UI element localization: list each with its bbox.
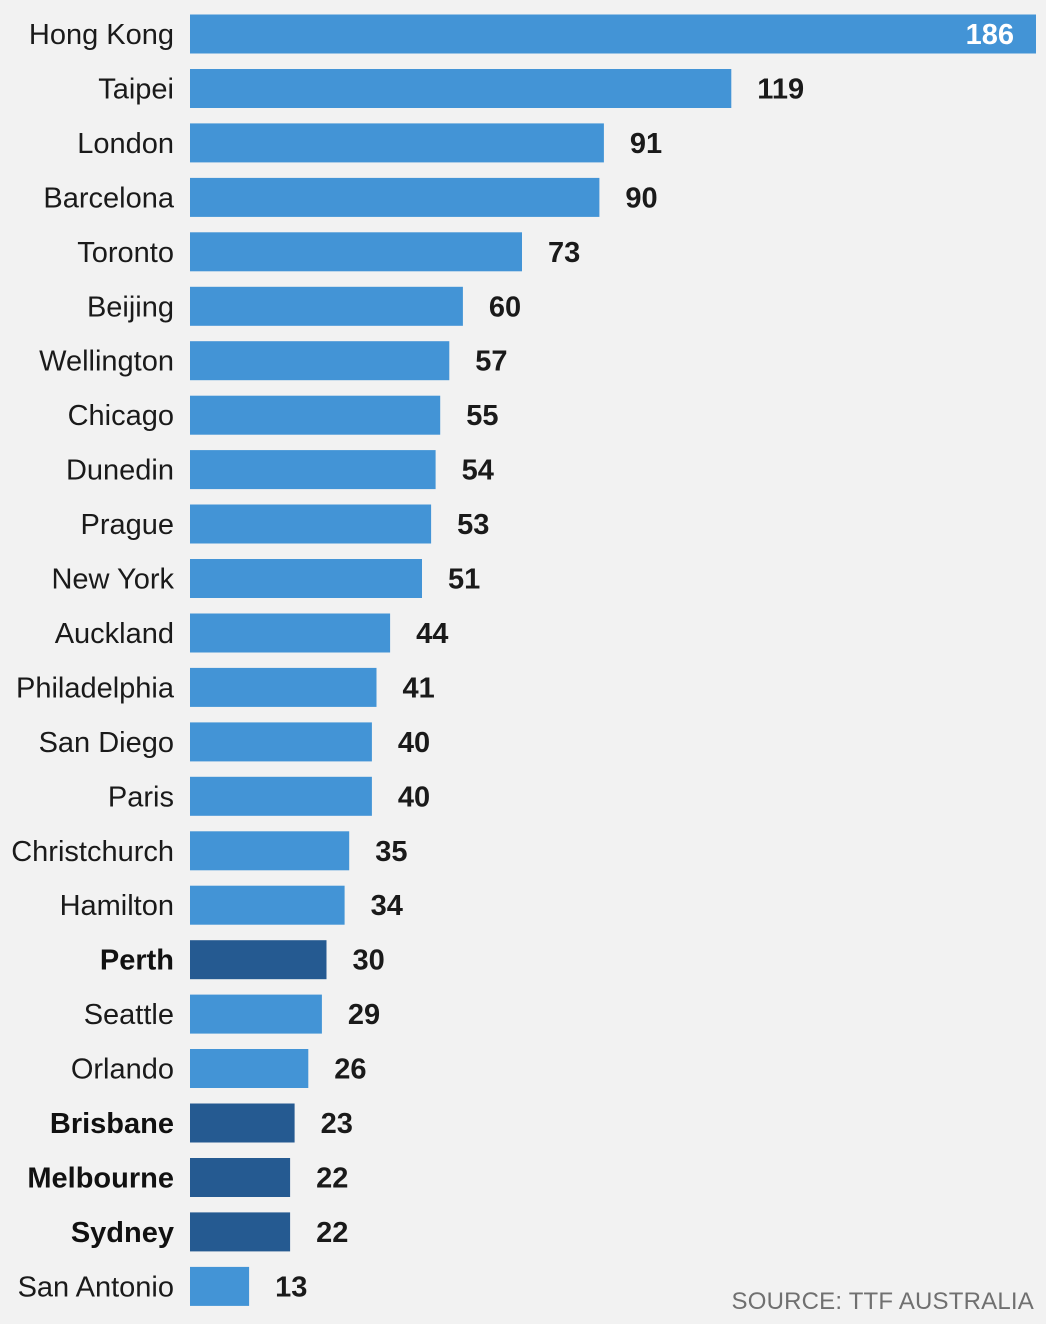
category-label: San Diego <box>39 727 174 759</box>
category-label: Wellington <box>39 346 174 378</box>
category-label: Prague <box>80 509 174 541</box>
category-label: Seattle <box>84 999 174 1031</box>
bar <box>190 341 450 381</box>
category-label: Orlando <box>71 1054 174 1086</box>
bar <box>190 1212 291 1252</box>
category-label: Taipei <box>98 74 174 106</box>
bar <box>190 177 600 217</box>
category-label: Beijing <box>87 291 174 323</box>
value-label: 54 <box>462 455 494 487</box>
category-label: Paris <box>108 781 174 813</box>
value-label: 51 <box>448 564 480 596</box>
value-label: 26 <box>334 1054 366 1086</box>
category-label: Hong Kong <box>29 19 174 51</box>
category-label: Perth <box>100 945 174 977</box>
value-label: 40 <box>398 781 430 813</box>
category-label: New York <box>51 564 174 596</box>
bar <box>190 831 350 871</box>
value-label: 55 <box>466 400 498 432</box>
category-label: Melbourne <box>27 1163 174 1195</box>
bar <box>190 395 441 435</box>
value-label: 34 <box>371 890 403 922</box>
bar <box>190 286 463 326</box>
value-label: 60 <box>489 291 521 323</box>
bar <box>190 559 422 598</box>
bar <box>190 504 432 544</box>
bar <box>190 14 1036 54</box>
value-label: 22 <box>316 1217 348 1249</box>
bar <box>190 1049 309 1088</box>
value-label: 30 <box>353 945 385 977</box>
value-label: 41 <box>403 672 435 704</box>
category-label: Brisbane <box>50 1108 174 1140</box>
value-label: 44 <box>416 618 448 650</box>
category-label: Hamilton <box>60 890 174 922</box>
value-label: 57 <box>475 346 507 378</box>
value-label: 29 <box>348 999 380 1031</box>
bar <box>190 69 732 108</box>
bar <box>190 450 436 490</box>
bar <box>190 722 372 762</box>
category-label: Dunedin <box>66 455 174 487</box>
category-label: Philadelphia <box>16 672 175 704</box>
value-label: 40 <box>398 727 430 759</box>
category-label: Chicago <box>68 400 174 432</box>
value-label: 53 <box>457 509 489 541</box>
value-label: 73 <box>548 237 580 269</box>
value-label: 13 <box>275 1271 307 1303</box>
source-note: SOURCE: TTF AUSTRALIA <box>731 1288 1034 1315</box>
value-label: 35 <box>375 836 407 868</box>
category-label: Toronto <box>77 237 174 269</box>
bar <box>190 232 522 272</box>
bar <box>190 776 372 816</box>
bar <box>190 885 345 925</box>
value-label: 23 <box>321 1108 353 1140</box>
bar <box>190 940 327 980</box>
bar <box>190 123 604 163</box>
bar <box>190 994 322 1034</box>
bar <box>190 667 377 707</box>
category-label: Barcelona <box>43 182 174 214</box>
category-label: San Antonio <box>18 1271 174 1303</box>
value-label: 90 <box>625 182 657 214</box>
bar <box>190 613 391 653</box>
bar <box>190 1103 295 1143</box>
value-label: 119 <box>757 74 804 106</box>
value-label: 186 <box>966 19 1014 51</box>
category-label: Sydney <box>71 1217 174 1249</box>
category-label: London <box>77 128 174 160</box>
category-label: Auckland <box>55 618 174 650</box>
bar <box>190 1158 291 1197</box>
category-label: Christchurch <box>11 836 174 868</box>
value-label: 22 <box>316 1163 348 1195</box>
value-label: 91 <box>630 128 662 160</box>
bar <box>190 1266 250 1306</box>
